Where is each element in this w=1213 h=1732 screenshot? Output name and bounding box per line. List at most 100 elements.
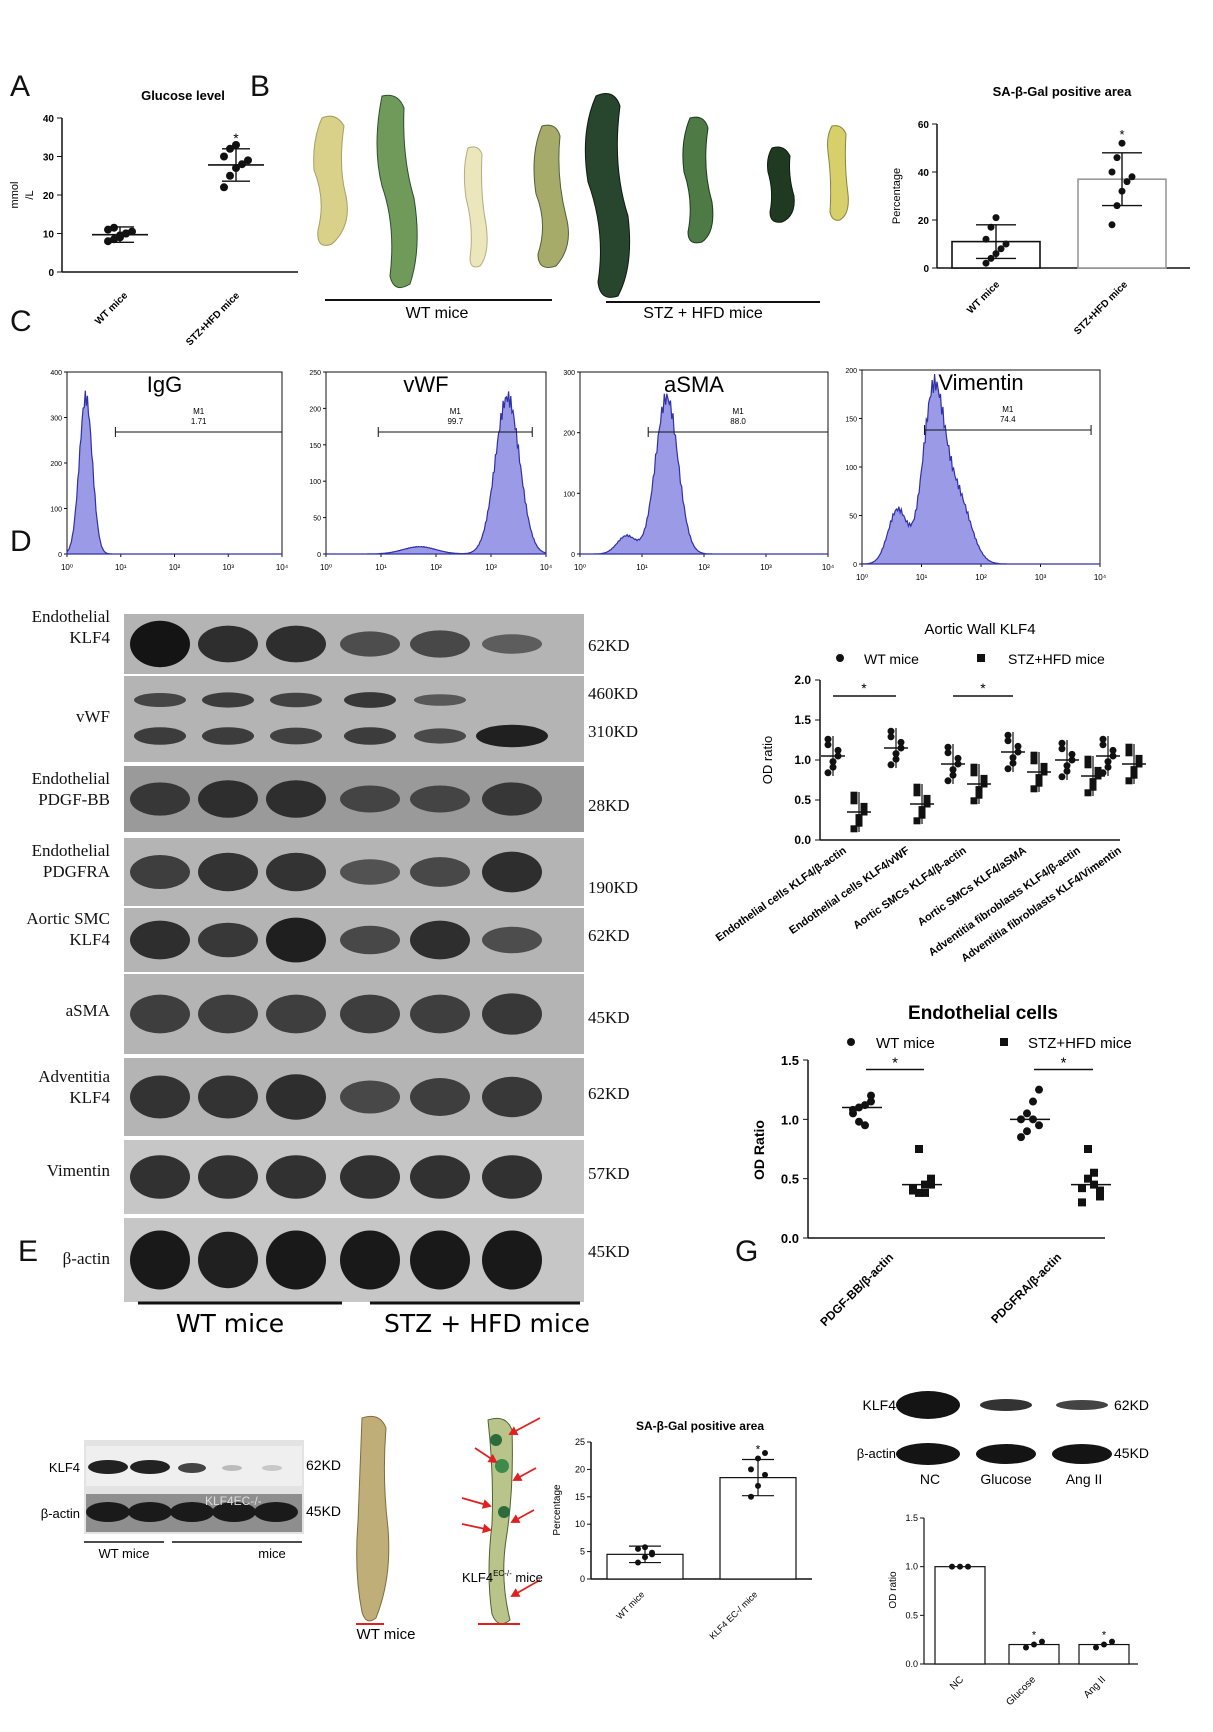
panel-f-point-1-1: [755, 1482, 761, 1489]
panel-c-3-ytick-1: 50: [849, 514, 857, 521]
panel-c-3-gate-name: M1: [1002, 405, 1014, 414]
panel-g-point-2-0: [1093, 1644, 1099, 1651]
blot-band-4-2: [266, 917, 326, 963]
panel-b-point-1-5: [1108, 168, 1116, 176]
panel-a-point-1-0: [220, 183, 228, 192]
panel-d-chart1-xtick-0: Endothelial cells KLF4/β-actin: [714, 844, 849, 944]
panel-c-0-title: IgG: [147, 372, 182, 397]
panel-d-chart2-star-1: *: [1061, 1054, 1067, 1071]
blot-kd-6: 45KD: [588, 1008, 630, 1027]
panel-b-point-0-0: [982, 259, 990, 267]
aorta-wt-1: [313, 115, 348, 246]
panel-d-chart1-xtick-1: Endothelial cells KLF4/vWF: [787, 844, 912, 936]
panel-a-point-1-5: [220, 152, 228, 161]
panel-d-chart2-pt-1-0-5: [1023, 1127, 1031, 1136]
blot-band-6-4: [410, 1078, 470, 1116]
panel-f-xtick-0: WT mice: [614, 1589, 646, 1621]
blot-band-1-bot-3: [344, 727, 396, 745]
blot-band-8-5: [482, 1230, 542, 1290]
panel-e-row-bactin: β-actin: [41, 1506, 80, 1521]
panel-letter-b: B: [250, 70, 271, 103]
panel-b-point-0-4: [1002, 240, 1010, 248]
panel-d-chart2-pt-1-1-7: [1096, 1186, 1104, 1195]
panel-d-chart1-pt-0-1-2: [860, 802, 868, 810]
panel-d-chart1-ytick-1: 0.5: [794, 793, 811, 807]
blot-band-4-5: [482, 926, 542, 954]
panel-c-0-histogram: [66, 390, 282, 555]
blot-label-7: Vimentin: [46, 1161, 110, 1180]
panel-d-chart1-pt-3-0-3: [1004, 731, 1012, 739]
panel-g-row-bactin: β-actin: [857, 1446, 896, 1461]
panel-g-kd-1: 45KD: [1114, 1445, 1149, 1461]
blot-kd-2: 310KD: [588, 722, 639, 741]
panel-b-ytick-1: 20: [918, 216, 930, 227]
panel-d-chart2-pt-0-0-7: [867, 1097, 875, 1106]
panel-c-2-xtick-3: 10³: [760, 563, 772, 572]
aorta-stz-3: [767, 146, 795, 223]
panel-f-ytick-5: 25: [575, 1437, 585, 1447]
flow-histogram-igg: 0 100 200 300 400 10⁰ 10¹ 10² 10³ 10⁴ M11.71 IgG: [50, 370, 288, 572]
blot-band-7-3: [340, 1155, 400, 1199]
panel-d-chart1-pt-5-0-6: [1099, 741, 1107, 749]
panel-c-3-gate-value: 74.4: [1000, 415, 1016, 424]
blot-band-3-4: [410, 857, 470, 887]
panel-d-chart2-xtick-0: PDGF-BB/β-actin: [817, 1250, 896, 1329]
panel-c-0-xtick-4: 10⁴: [276, 563, 289, 572]
panel-g-ytick-1: 0.5: [905, 1610, 918, 1620]
panel-b-point-1-6: [1113, 154, 1121, 162]
panel-d-chart2: Endothelial cells WT mice STZ+HFD mice 0…: [751, 1003, 1132, 1329]
panel-b-ytick-0: 0: [923, 264, 929, 275]
panel-a-ylabel: mmol: [9, 182, 21, 209]
panel-d-chart1-pt-3-0-6: [1004, 737, 1012, 745]
blot-kd-5: 62KD: [588, 926, 630, 945]
panel-d-chart2-ytick-3: 1.5: [781, 1053, 799, 1068]
blot-band-8-0: [130, 1230, 190, 1290]
blot-band-6-5: [482, 1076, 542, 1118]
panel-d-chart1-pt-0-1-6: [850, 797, 858, 805]
aorta-wt-4: [533, 124, 569, 268]
panel-c-0-xtick-2: 10²: [169, 563, 181, 572]
panel-c-0-ytick-4: 400: [50, 370, 62, 377]
blot-strip-5: [124, 974, 584, 1054]
aorta-wt-2: [376, 94, 418, 289]
panel-d-chart1-pt-0-0-2: [834, 746, 842, 754]
panel-g-point-1-2: [1039, 1638, 1045, 1645]
panel-a-title: Glucose level: [141, 88, 225, 103]
panel-b-ytick-2: 40: [918, 168, 930, 179]
panel-b-point-0-1: [987, 254, 995, 262]
panel-d-chart1-pt-0-1-3: [850, 791, 858, 799]
blot-band-7-2: [266, 1155, 326, 1199]
panel-c-1-xtick-2: 10²: [430, 563, 442, 572]
blot-band-6-0: [130, 1075, 190, 1119]
panel-c-2-ytick-3: 300: [563, 370, 575, 377]
panel-d-chart1-pt-3-1-3: [1030, 751, 1038, 759]
aorta-f-wt: [356, 1415, 390, 1622]
blot-band-8-2: [266, 1230, 326, 1290]
blot-band-1-bot-0: [134, 727, 186, 745]
panel-d-chart1-pt-2-1-6: [970, 769, 978, 777]
panel-d-chart1-star-1: *: [980, 680, 986, 696]
aorta-stz-1: [584, 93, 631, 298]
panel-d-chart1-pt-4-0-2: [1068, 750, 1076, 758]
panel-f-point-1-4: [755, 1455, 761, 1462]
blot-band-0-1: [198, 625, 258, 663]
panel-d-chart1-pt-5-0-3: [1099, 735, 1107, 743]
panel-d-chart1-pt-1-0-6: [887, 733, 895, 741]
blot-band-6-2: [266, 1074, 326, 1120]
blot-band-1-bot-5: [476, 724, 548, 748]
panel-c-0-xtick-0: 10⁰: [61, 563, 73, 572]
panel-d-chart1-pt-4-1-6: [1084, 761, 1092, 769]
blot-label-8: β-actin: [62, 1249, 110, 1268]
panel-d-chart2-ytick-0: 0.0: [781, 1231, 799, 1246]
panel-a-point-0-8: [122, 229, 130, 238]
panel-d-chart1-pt-2-0-2: [954, 754, 962, 762]
panel-d-chart1-pt-3-0-2: [1014, 742, 1022, 750]
panel-c-0-xtick-1: 10¹: [115, 563, 127, 572]
blot-band-1-top-3: [344, 692, 396, 708]
blot-band-2-5: [482, 782, 542, 816]
panel-g-lane-glucose: Glucose: [980, 1471, 1032, 1487]
blot-band-3-2: [266, 852, 326, 892]
blot-band-0-0: [130, 620, 190, 668]
panel-g-row-klf4: KLF4: [863, 1397, 897, 1413]
